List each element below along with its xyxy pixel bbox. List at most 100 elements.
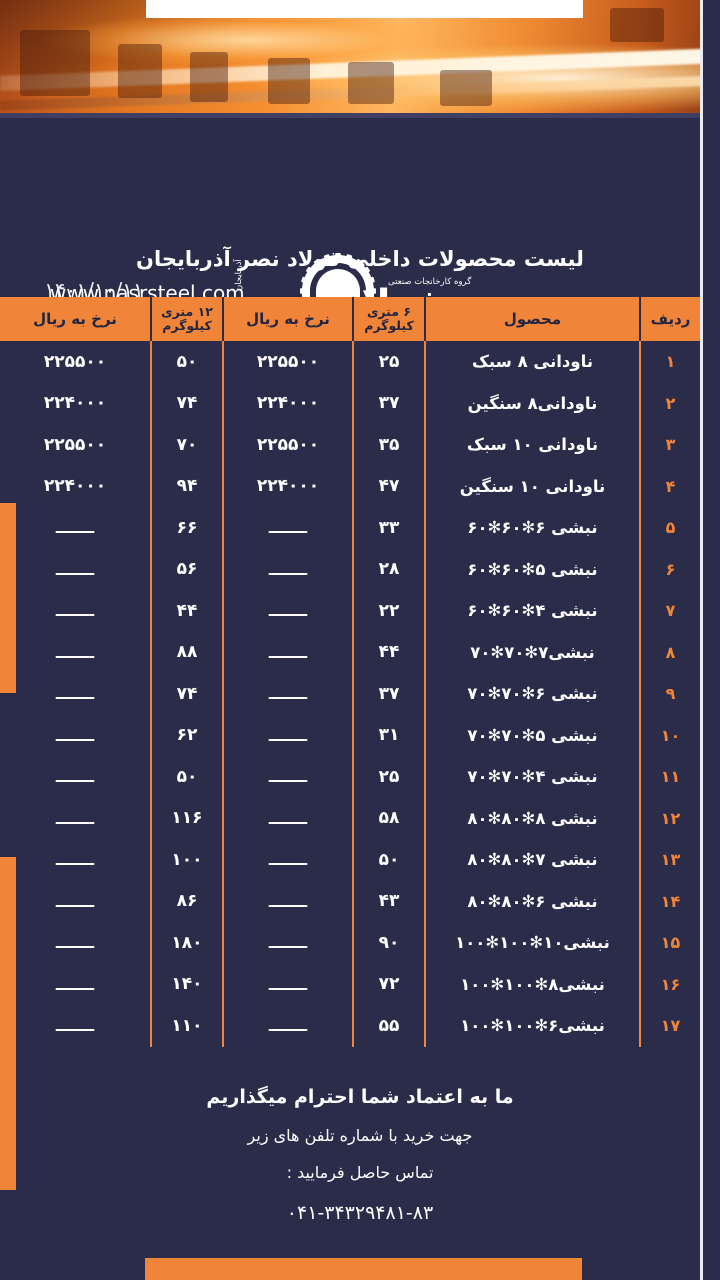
rate-12m-value: ـــــــ — [0, 839, 152, 881]
weight-6m-value: ۳۳ — [353, 507, 426, 549]
rate-12m-value: ـــــــ — [0, 507, 152, 549]
rate-6m-value: ـــــــ — [223, 507, 354, 549]
rate-12m-value: ـــــــ — [0, 922, 152, 964]
table-row: ۱۳ نبشی ۷✻۸۰✻۸۰ ۵۰ ـــــــ ۱۰۰ ـــــــ — [0, 839, 700, 881]
right-edge-line — [700, 0, 703, 1280]
weight-6m-value: ۳۵ — [353, 424, 426, 466]
weight-12m-value: ۷۴ — [151, 382, 224, 424]
rate-12m-value: ـــــــ — [0, 714, 152, 756]
rate-6m-value: ۲۲۴۰۰۰ — [223, 382, 354, 424]
weight-6m-value: ۲۸ — [353, 548, 426, 590]
product-name: نبشی ۴✻۷۰✻۷۰ — [425, 756, 641, 798]
rate-12m-value: ۲۲۵۵۰۰ — [0, 424, 152, 466]
document-footer: ما به اعتماد شما احترام میگذاریم جهت خری… — [0, 1086, 720, 1224]
product-name: نبشی ۷✻۸۰✻۸۰ — [425, 839, 641, 881]
weight-6m-value: ۳۷ — [353, 382, 426, 424]
row-index: ۱ — [640, 341, 700, 383]
row-index: ۱۵ — [640, 922, 700, 964]
weight-12m-value: ۱۱۰ — [151, 1005, 224, 1047]
left-accent-bar-top — [0, 503, 16, 693]
row-index: ۵ — [640, 507, 700, 549]
banner-white-overlay-box — [146, 0, 583, 18]
weight-12m-line2: کیلوگرم — [162, 318, 212, 333]
weight-6m-value: ۵۸ — [353, 797, 426, 839]
price-table-container: ردیف محصول ۶ متری کیلوگرم نرخ به ریال ۱۲… — [0, 297, 700, 1047]
product-name: نبشی۸✻۱۰۰✻۱۰۰ — [425, 963, 641, 1005]
product-name: ناودانی ۱۰ سبک — [425, 424, 641, 466]
weight-6m-value: ۳۷ — [353, 673, 426, 715]
rate-12m-value: ـــــــ — [0, 548, 152, 590]
weight-12m-value: ۱۱۶ — [151, 797, 224, 839]
product-name: نبشی ۵✻۷۰✻۷۰ — [425, 714, 641, 756]
table-row: ۵ نبشی ۶✻۶۰✻۶۰ ۳۳ ـــــــ ۶۶ ـــــــ — [0, 507, 700, 549]
contact-phone-number[interactable]: ۰۴۱-۳۴۳۲۹۴۸۱-۸۳ — [286, 1202, 434, 1224]
product-name: نبشی۶✻۱۰۰✻۱۰۰ — [425, 1005, 641, 1047]
table-row: ۸ نبشی۷✻۷۰✻۷۰ ۴۴ ـــــــ ۸۸ ـــــــ — [0, 631, 700, 673]
rate-12m-value: ـــــــ — [0, 963, 152, 1005]
rate-6m-value: ۲۲۵۵۰۰ — [223, 424, 354, 466]
weight-12m-value: ۱۰۰ — [151, 839, 224, 881]
mill-roller-silhouette — [268, 58, 310, 104]
row-index: ۱۰ — [640, 714, 700, 756]
weight-6m-line2: کیلوگرم — [364, 318, 414, 333]
table-row: ۶ نبشی ۵✻۶۰✻۶۰ ۲۸ ـــــــ ۵۶ ـــــــ — [0, 548, 700, 590]
mill-roller-silhouette — [190, 52, 228, 102]
product-name: نبشی ۶✻۷۰✻۷۰ — [425, 673, 641, 715]
product-name: نبشی۷✻۷۰✻۷۰ — [425, 631, 641, 673]
document-header: ۱۴۰۱/۱۰/۱۱ www.nasrsteel.com — [0, 118, 720, 336]
product-name: ناودانی۸ سنگین — [425, 382, 641, 424]
table-header: ردیف محصول ۶ متری کیلوگرم نرخ به ریال ۱۲… — [0, 297, 700, 341]
weight-12m-value: ۹۴ — [151, 465, 224, 507]
weight-12m-value: ۶۲ — [151, 714, 224, 756]
table-row: ۱۷ نبشی۶✻۱۰۰✻۱۰۰ ۵۵ ـــــــ ۱۱۰ ـــــــ — [0, 1005, 700, 1047]
weight-12m-value: ۶۶ — [151, 507, 224, 549]
weight-6m-value: ۴۷ — [353, 465, 426, 507]
bottom-accent-bar — [145, 1258, 582, 1280]
weight-12m-value: ۵۶ — [151, 548, 224, 590]
rate-6m-value: ـــــــ — [223, 922, 354, 964]
weight-6m-value: ۴۳ — [353, 880, 426, 922]
product-name: ناودانی ۸ سبک — [425, 341, 641, 383]
table-row: ۳ ناودانی ۱۰ سبک ۳۵ ۲۲۵۵۰۰ ۷۰ ۲۲۵۵۰۰ — [0, 424, 700, 466]
rate-6m-value: ـــــــ — [223, 963, 354, 1005]
weight-12m-value: ۴۴ — [151, 590, 224, 632]
table-row: ۱۰ نبشی ۵✻۷۰✻۷۰ ۳۱ ـــــــ ۶۲ ـــــــ — [0, 714, 700, 756]
rate-6m-value: ـــــــ — [223, 548, 354, 590]
row-index: ۱۱ — [640, 756, 700, 798]
column-header-weight-6m: ۶ متری کیلوگرم — [353, 297, 426, 341]
column-header-index: ردیف — [640, 297, 700, 341]
weight-6m-value: ۵۵ — [353, 1005, 426, 1047]
mill-roller-silhouette — [20, 30, 90, 96]
mill-roller-silhouette — [440, 70, 492, 106]
rate-12m-value: ـــــــ — [0, 797, 152, 839]
product-price-table: ردیف محصول ۶ متری کیلوگرم نرخ به ریال ۱۲… — [0, 297, 700, 1047]
weight-12m-value: ۷۴ — [151, 673, 224, 715]
rate-12m-value: ـــــــ — [0, 1005, 152, 1047]
rate-6m-value: ـــــــ — [223, 590, 354, 632]
weight-6m-value: ۲۲ — [353, 590, 426, 632]
right-edge-padding — [703, 0, 720, 1280]
rate-6m-value: ـــــــ — [223, 839, 354, 881]
weight-6m-value: ۵۰ — [353, 839, 426, 881]
table-row: ۱۱ نبشی ۴✻۷۰✻۷۰ ۲۵ ـــــــ ۵۰ ـــــــ — [0, 756, 700, 798]
row-index: ۱۷ — [640, 1005, 700, 1047]
row-index: ۶ — [640, 548, 700, 590]
column-header-product: محصول — [425, 297, 641, 341]
product-name: ناودانی ۱۰ سنگین — [425, 465, 641, 507]
footer-respect-message: ما به اعتماد شما احترام میگذاریم — [206, 1086, 514, 1108]
rate-6m-value: ـــــــ — [223, 1005, 354, 1047]
product-name: نبشی ۶✻۶۰✻۶۰ — [425, 507, 641, 549]
product-name: نبشی ۵✻۶۰✻۶۰ — [425, 548, 641, 590]
weight-12m-value: ۸۶ — [151, 880, 224, 922]
rate-12m-value: ۲۲۵۵۰۰ — [0, 341, 152, 383]
rate-12m-value: ـــــــ — [0, 756, 152, 798]
mill-roller-silhouette — [118, 44, 162, 98]
rate-12m-value: ـــــــ — [0, 631, 152, 673]
row-index: ۱۳ — [640, 839, 700, 881]
rate-6m-value: ـــــــ — [223, 756, 354, 798]
table-header-row: ردیف محصول ۶ متری کیلوگرم نرخ به ریال ۱۲… — [0, 297, 700, 341]
table-body: ۱ ناودانی ۸ سبک ۲۵ ۲۲۵۵۰۰ ۵۰ ۲۲۵۵۰۰ ۲ ناودانی۸ … — [0, 341, 700, 1047]
row-index: ۱۶ — [640, 963, 700, 1005]
product-name: نبشی ۴✻۶۰✻۶۰ — [425, 590, 641, 632]
weight-12m-value: ۵۰ — [151, 341, 224, 383]
